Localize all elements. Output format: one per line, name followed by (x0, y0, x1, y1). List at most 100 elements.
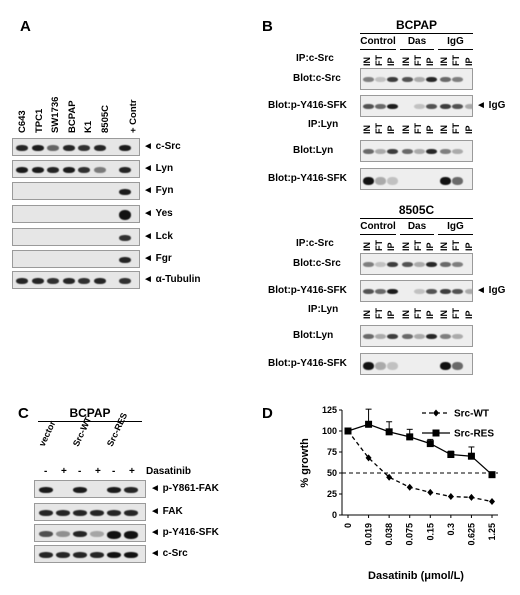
band (363, 104, 374, 109)
band (90, 510, 104, 516)
x-axis-label: Dasatinib (μmol/L) (368, 570, 464, 582)
band (413, 104, 425, 109)
legend-label: Src-WT (454, 409, 489, 420)
band (464, 104, 472, 109)
band (452, 149, 464, 154)
band (375, 262, 387, 267)
band (62, 167, 75, 173)
lane-label: IN (362, 242, 372, 251)
y-axis-label: % growth (299, 438, 311, 488)
y-tick-label: 75 (327, 447, 337, 457)
band (440, 362, 452, 370)
cell-line-label: C643 (17, 110, 28, 133)
cell-line-label: + Contr (128, 99, 139, 133)
x-tick-label: 0.625 (466, 523, 476, 546)
lane-label: IP (463, 57, 474, 66)
data-point (406, 483, 413, 491)
protein-label: ◄ c-Src (143, 141, 181, 152)
blot-strip (360, 68, 473, 90)
protein-label: ◄ Yes (143, 208, 173, 219)
blot-label: Blot:c-Src (293, 73, 341, 84)
ip-label: IP:Lyn (308, 304, 339, 315)
treatment-sign: + (95, 466, 101, 477)
blot-label: Blot:Lyn (293, 330, 334, 341)
band (375, 149, 387, 154)
data-point (447, 451, 455, 459)
cell-line-label: BCPAP (66, 100, 78, 133)
y-tick-label: 125 (322, 405, 337, 415)
band (426, 77, 437, 82)
band (62, 278, 75, 284)
blot-strip (34, 545, 146, 563)
data-point (467, 452, 475, 460)
lane-label: IN (400, 242, 411, 251)
title-underline (38, 421, 142, 422)
band (119, 167, 131, 173)
lane-label: IP (463, 125, 474, 134)
band (413, 262, 425, 267)
cell-line-label: TPC1 (33, 108, 45, 133)
band (440, 289, 452, 294)
band (375, 177, 387, 185)
lane-label: IP (425, 310, 435, 319)
band (452, 177, 464, 185)
data-point (385, 428, 393, 436)
band (452, 262, 464, 267)
band (78, 167, 90, 173)
band (363, 262, 374, 267)
cell-line-title: BCPAP (395, 18, 438, 32)
band (387, 334, 399, 339)
band (413, 149, 425, 154)
lane-label: IN (439, 310, 450, 319)
data-point (468, 493, 475, 501)
data-point (426, 440, 434, 448)
band (440, 149, 452, 154)
growth-chart: 0 25 50 75 100 125 0 0.019 0.038 0.075 0.15 0.3 0.62… (299, 405, 498, 582)
condition-underline (360, 234, 396, 235)
lane-label: IN (439, 242, 450, 251)
condition-label: Control (360, 221, 396, 232)
treatment-sign: - (112, 466, 116, 477)
blot-strip (12, 138, 140, 156)
blot-strip (12, 182, 140, 200)
band (73, 531, 87, 537)
panel-d-letter: D (262, 405, 273, 422)
blot-strip (360, 140, 473, 162)
blot-strip (12, 205, 140, 223)
data-point (427, 488, 434, 496)
band (452, 77, 464, 82)
band (73, 552, 87, 558)
data-point (489, 498, 495, 506)
blot-strip (360, 353, 473, 375)
igg-label: ◄ IgG (476, 285, 506, 296)
band (31, 145, 44, 151)
panel-c-letter: C (18, 405, 29, 422)
protein-label: ◄ FAK (150, 506, 183, 517)
lane-label: IN (362, 57, 372, 66)
band (107, 510, 121, 516)
treatment-sign: - (44, 466, 48, 477)
y-tick-label: 50 (327, 468, 337, 478)
condition-underline (438, 49, 473, 50)
band (124, 487, 138, 493)
condition-label: IgG (447, 36, 464, 47)
drug-label: Dasatinib (146, 466, 192, 477)
band (119, 257, 131, 263)
band (452, 362, 464, 370)
lane-label: FT (451, 55, 462, 66)
band (440, 262, 452, 267)
blot-strip (34, 524, 146, 542)
lane-label: FT (451, 240, 462, 251)
band (119, 145, 131, 151)
band (31, 278, 44, 284)
lane-label: FT (451, 123, 462, 134)
lane-label: IN (400, 125, 411, 134)
treatment-sign: + (129, 466, 135, 477)
band (119, 235, 131, 241)
band (375, 362, 387, 370)
lane-label: IP (425, 242, 435, 251)
data-point (365, 454, 372, 462)
band (107, 552, 121, 558)
x-tick-label: 0.15 (425, 523, 435, 541)
blot-strip (12, 271, 140, 289)
